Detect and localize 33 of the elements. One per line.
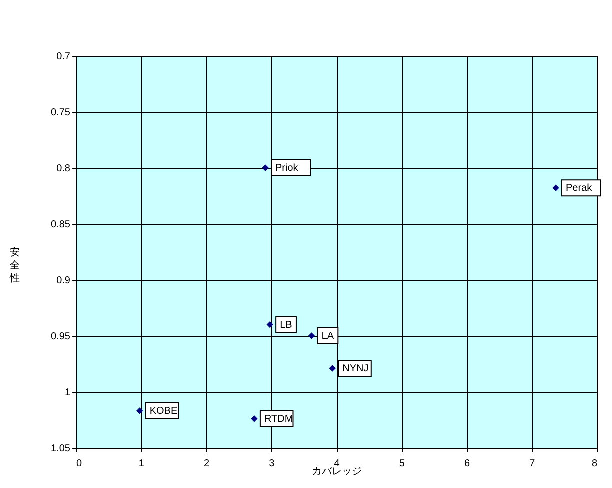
annotation: Perak (566, 183, 594, 194)
x-tick-label: 1 (138, 458, 145, 470)
x-tick-label: 5 (399, 458, 406, 470)
y-tick-label: 0.9 (56, 276, 71, 286)
annotation: LA (322, 331, 334, 342)
x-tick-label: 0 (76, 458, 82, 470)
x-tick-label: 7 (530, 458, 536, 470)
annotation: NYNJ (342, 363, 369, 374)
y-axis-title: 安全性 (9, 246, 20, 284)
point (262, 164, 269, 172)
y-tick-label: 0.95 (51, 332, 71, 342)
point (136, 408, 144, 414)
y-tick-label: 0.75 (51, 108, 71, 118)
x-tick-label: 4 (334, 458, 340, 470)
x-tick-label: 6 (464, 458, 470, 470)
annotation: RTDM (264, 414, 294, 425)
y-tick-label: 0.8 (56, 164, 71, 174)
x-axis-title: カバレッジ (312, 466, 362, 478)
x-tick-label: 3 (269, 458, 276, 470)
annotation: LB (280, 320, 293, 331)
annotation: Priok (276, 163, 300, 174)
y-tick-label: 1.05 (51, 444, 71, 454)
y-tick-label: 0.85 (51, 220, 71, 230)
point (308, 332, 316, 340)
x-tick-label: 8 (592, 458, 598, 470)
y-tick-label: 1 (64, 388, 71, 398)
point (251, 416, 258, 422)
point (329, 365, 336, 372)
point (552, 184, 560, 192)
x-tick-label: 2 (204, 458, 210, 470)
y-tick-label: 0.7 (56, 52, 71, 62)
point (266, 321, 274, 328)
annotation: KOBE (150, 406, 178, 418)
